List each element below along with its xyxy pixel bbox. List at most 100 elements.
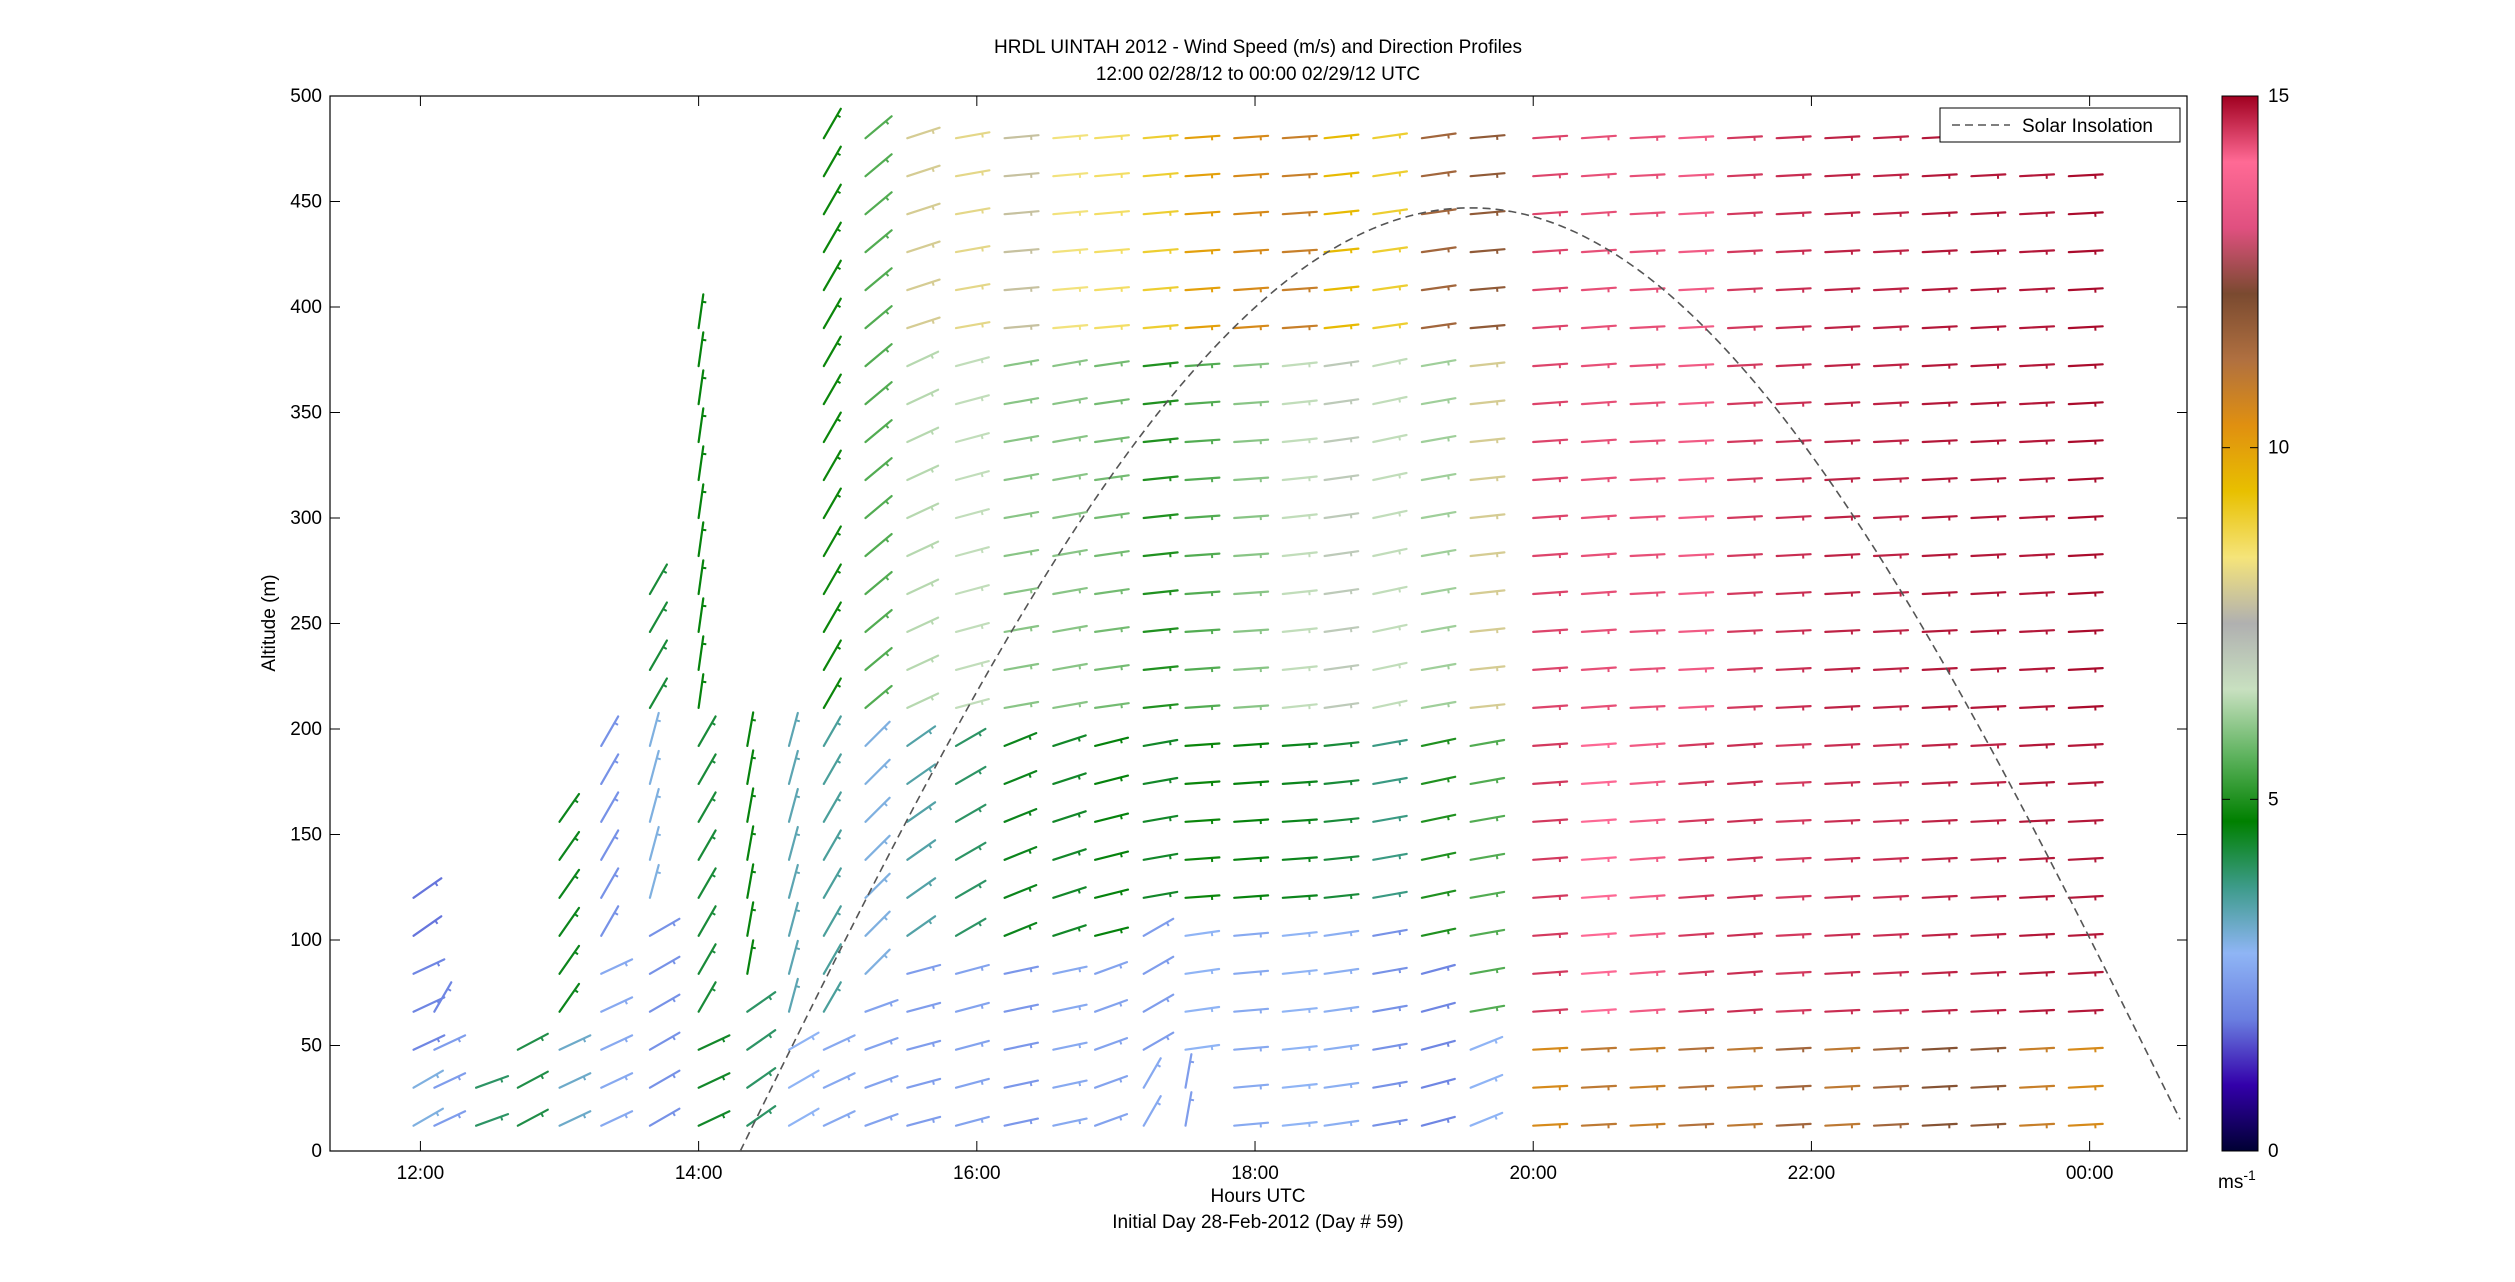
wind-barb-flag [1495,741,1499,746]
wind-barb-flag [1028,735,1032,741]
wind-barb-flag [614,722,619,726]
wind-barb-flag [930,658,934,663]
wind-barb-flag [614,873,619,878]
wind-barb [1469,1035,1504,1051]
wind-barb [1970,401,2007,406]
wind-barb [1281,286,1318,292]
wind-barb [906,388,940,406]
wind-barb [697,753,717,786]
wind-barb [1970,856,2007,861]
wind-barb [1093,960,1129,975]
wind-barb [1532,856,1569,861]
wind-barb [558,906,581,937]
wind-barb-flag [1029,1005,1033,1011]
wind-barb [1093,360,1130,368]
wind-barb [1233,704,1270,710]
wind-barb-flag [980,1080,984,1085]
wind-barb-flag [1078,665,1082,670]
wind-barb-flag [1349,400,1353,405]
wind-barb-flag [795,719,801,723]
wind-barb-flag [978,846,982,851]
wind-barb [787,863,799,899]
wind-barb-flag [885,348,890,353]
wind-barb [1323,285,1360,292]
wind-barb [1678,439,1715,444]
wind-barb-flag [1447,361,1450,366]
wind-barb [1093,436,1130,444]
wind-barb [906,316,941,330]
wind-barb [1323,474,1360,482]
wind-barb-flag [885,120,890,125]
wind-barb [1093,134,1131,140]
wind-barb [1052,1079,1088,1089]
wind-barb [1372,661,1408,672]
wind-barb [1093,474,1130,482]
wind-barb [1142,1057,1162,1089]
wind-barb-flag [1078,1081,1082,1087]
y-tick-label: 250 [290,614,322,635]
wind-barb [1629,135,1666,140]
wind-barb [1420,851,1457,861]
wind-barb [864,796,891,823]
wind-barb [1726,1046,1764,1051]
x-tick-label: 16:00 [953,1163,1001,1184]
wind-barb [2067,249,2104,254]
wind-barb [1003,134,1040,140]
wind-barb [954,1039,990,1051]
wind-barb-flag [811,1073,815,1079]
wind-barb-flag [614,760,619,764]
wind-barb [822,145,842,178]
wind-barb [954,765,987,786]
wind-barb [648,917,681,937]
wind-barb [1233,476,1270,482]
wind-barb-flag [885,462,890,467]
x-tick-label: 22:00 [1788,1163,1836,1184]
wind-barb [1824,970,1861,975]
wind-barb [1970,439,2007,444]
wind-barb [864,267,893,292]
wind-barb-flag [1398,248,1402,253]
wind-barb [1775,477,1812,482]
wind-barb-flag [981,323,984,328]
wind-barb [1420,1115,1456,1127]
wind-barb-flag [457,1114,462,1119]
wind-barb [1921,666,1958,672]
x-tick-label: 14:00 [675,1163,723,1184]
wind-barb [864,305,893,330]
wind-barb [1184,967,1221,975]
wind-barb [822,1110,856,1127]
wind-barb [648,955,681,975]
wind-barb-flag [1398,512,1401,517]
wind-barb [746,939,755,975]
wind-barb-flag [885,614,890,619]
wind-barb-flag [721,1076,726,1081]
wind-barb [1629,591,1666,596]
wind-barb [1372,170,1409,178]
x-axis-sublabel: Initial Day 28-Feb-2012 (Day # 59) [1112,1212,1403,1233]
wind-barb-flag [1168,741,1172,746]
wind-barb-flag [1120,438,1123,443]
wind-barb-flag [846,1038,851,1043]
wind-barb [1775,704,1812,710]
wind-barb [1726,515,1764,520]
wind-barb [1678,591,1715,596]
wind-barb-flag [930,582,934,587]
wind-barb-flag [1029,1043,1033,1049]
wind-barb [1532,590,1569,596]
wind-barb-flag [836,342,842,346]
wind-barb-flag [1168,855,1172,860]
wind-barb [1872,287,1910,292]
wind-barb [2018,401,2056,406]
wind-barb [1469,134,1506,140]
wind-barb-flag [930,392,934,397]
wind-barb [648,863,660,899]
wind-barb-flag [656,719,661,723]
wind-barb-flag [1119,891,1123,896]
wind-barb-flag [1078,437,1082,442]
wind-barb [2018,742,2056,748]
wind-barb-flag [1349,1121,1353,1127]
wind-barb-flag [928,768,933,773]
wind-barb-flag [1398,664,1401,669]
wind-barb-flag [1446,854,1450,859]
wind-barb [697,635,705,672]
